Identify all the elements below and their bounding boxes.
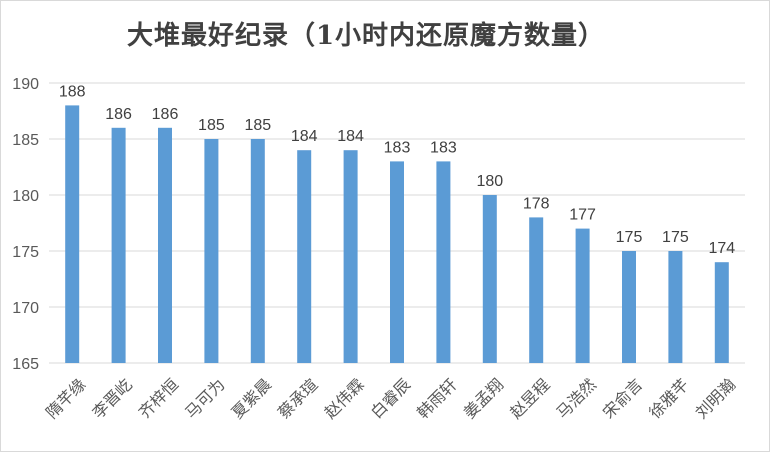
data-label: 180 xyxy=(476,173,503,190)
bar xyxy=(668,251,683,363)
y-tick-label: 185 xyxy=(12,132,39,149)
data-label: 186 xyxy=(105,106,132,123)
bar xyxy=(111,127,126,363)
x-tick-label: 马可为 xyxy=(181,375,228,422)
y-tick-label: 190 xyxy=(12,76,39,93)
x-tick-label: 宋俞言 xyxy=(599,375,646,422)
data-label: 184 xyxy=(337,128,364,145)
y-tick-label: 175 xyxy=(12,244,39,261)
x-tick-label: 齐梓恒 xyxy=(135,375,182,422)
bar xyxy=(158,127,172,363)
x-tick-label: 隋芊缘 xyxy=(42,375,89,422)
data-label: 185 xyxy=(198,117,225,134)
bar xyxy=(297,150,312,363)
x-tick-label: 赵伟霖 xyxy=(321,375,368,422)
data-label: 175 xyxy=(662,229,689,246)
bar xyxy=(65,105,80,364)
y-tick-label: 180 xyxy=(12,188,39,205)
bar xyxy=(714,262,729,363)
data-label: 188 xyxy=(59,83,86,100)
x-tick-label: 徐雅芊 xyxy=(645,375,692,422)
data-label: 174 xyxy=(708,240,735,257)
x-tick-label: 马浩然 xyxy=(553,375,600,422)
x-tick-label: 韩雨轩 xyxy=(413,375,460,422)
data-label: 184 xyxy=(291,128,318,145)
x-tick-label: 姜孟翔 xyxy=(460,375,507,422)
x-tick-label: 夏紫晨 xyxy=(228,375,275,422)
data-label: 177 xyxy=(569,207,596,224)
data-label: 183 xyxy=(384,139,411,156)
bar xyxy=(482,195,497,363)
x-tick-label: 白睿辰 xyxy=(367,375,414,422)
bar xyxy=(343,150,358,363)
y-tick-label: 170 xyxy=(12,300,39,317)
data-label: 186 xyxy=(152,106,179,123)
data-label: 178 xyxy=(523,195,550,212)
bar xyxy=(204,139,219,363)
bar xyxy=(622,251,636,363)
y-tick-label: 165 xyxy=(12,356,39,373)
bar xyxy=(436,161,451,363)
x-tick-label: 蔡承瑄 xyxy=(274,375,321,422)
x-tick-label: 赵昱程 xyxy=(506,375,553,422)
x-tick-label: 刘明瀚 xyxy=(692,375,739,422)
data-label: 185 xyxy=(244,117,271,134)
data-label: 183 xyxy=(430,139,457,156)
bar xyxy=(250,139,265,363)
chart-title: 大堆最好纪录（1小时内还原魔方数量） xyxy=(126,21,606,51)
x-tick-label: 李晋屹 xyxy=(89,375,136,422)
data-label: 175 xyxy=(616,229,643,246)
bar xyxy=(529,217,544,363)
bar xyxy=(575,228,590,363)
bar xyxy=(390,161,404,363)
